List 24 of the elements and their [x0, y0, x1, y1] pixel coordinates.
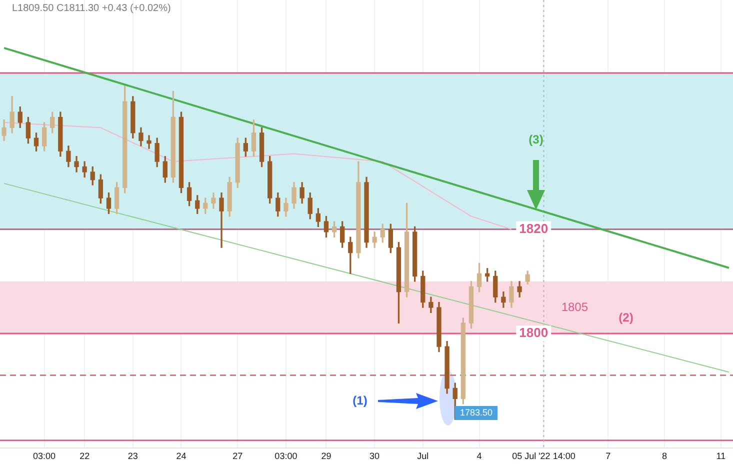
annotation: (3): [528, 132, 544, 146]
x-tick-label: 24: [176, 451, 186, 462]
candlestick: [146, 135, 152, 149]
x-tick-label: 23: [128, 451, 138, 462]
x-tick-label: 29: [321, 451, 332, 462]
annotation: L1809.50 C1811.30 +0.43 (+0.02%): [12, 2, 171, 14]
candlestick: [219, 192, 224, 248]
ref-line-label: 1800: [519, 325, 548, 340]
x-tick-label: 22: [80, 451, 90, 462]
x-tick-label: 03:00: [274, 451, 298, 462]
x-tick-label: 03:00: [33, 451, 56, 462]
annotation: (1): [352, 393, 368, 408]
x-tick-label: Jul: [417, 451, 429, 462]
band-label: 1805: [561, 300, 588, 314]
ref-line-label: 1820: [519, 220, 548, 236]
x-tick-label: 8: [662, 451, 668, 462]
annotation: (2): [618, 310, 634, 324]
x-tick-label: 7: [606, 451, 611, 462]
x-tick-label: 11: [716, 451, 726, 462]
annotation: 1783.50: [460, 407, 493, 418]
x-tick-label: 4: [476, 451, 482, 462]
x-tick-label: 05 Jul '22 14:00: [512, 451, 576, 462]
x-tick-label: 30: [370, 451, 380, 462]
x-tick-label: 27: [232, 451, 243, 462]
